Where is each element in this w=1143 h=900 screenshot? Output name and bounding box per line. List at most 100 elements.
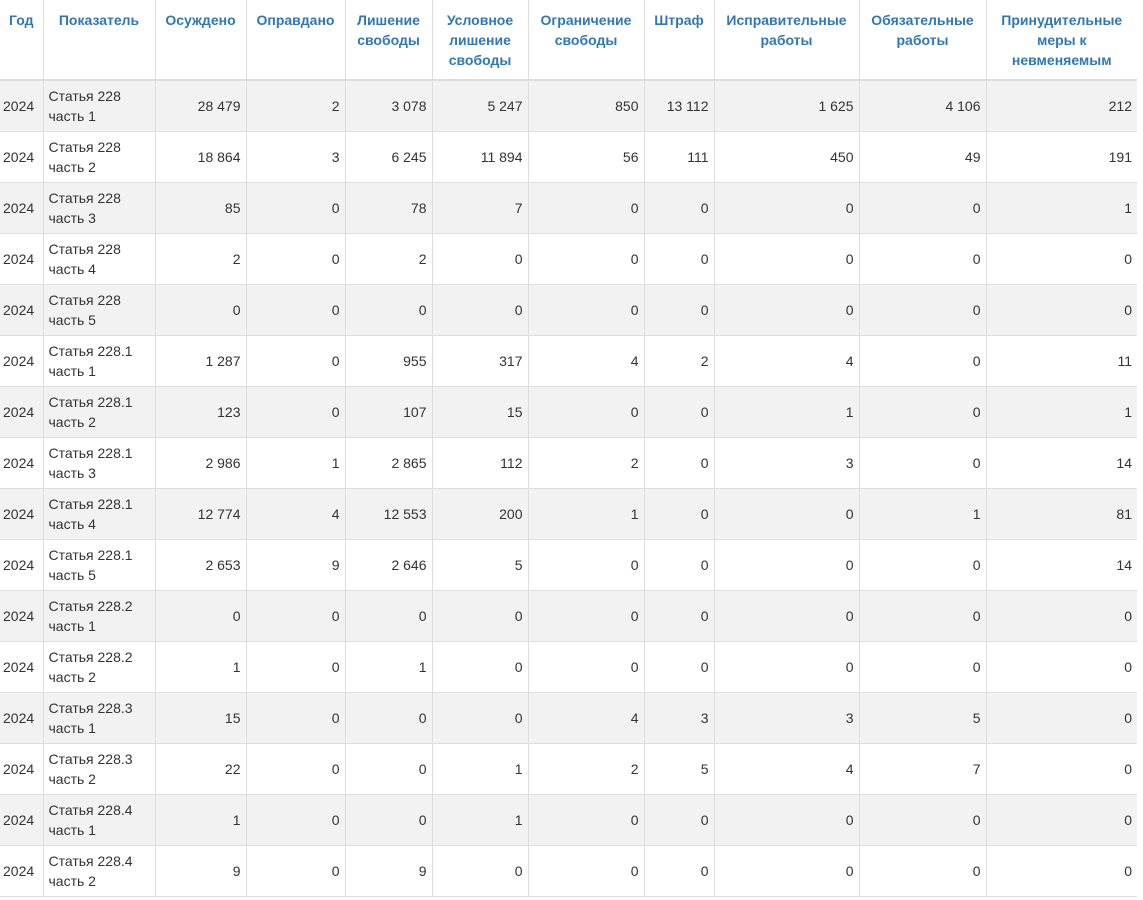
cell-indicator: Статья 228.3 часть 2 — [42, 743, 155, 795]
header-correctional[interactable]: Исправительные работы — [713, 0, 859, 81]
cell-correctional: 4 — [713, 743, 859, 795]
cell-restriction: 0 — [527, 641, 644, 693]
cell-deprivation: 6 245 — [344, 131, 432, 183]
cell-compulsory: 81 — [985, 488, 1137, 540]
cell-convicted: 2 986 — [154, 437, 246, 489]
cell-mandatory: 0 — [858, 233, 986, 285]
cell-conditional: 1 — [431, 794, 528, 846]
cell-deprivation: 0 — [344, 590, 432, 642]
cell-compulsory: 0 — [985, 233, 1137, 285]
cell-indicator: Статья 228 часть 1 — [42, 80, 155, 132]
cell-mandatory: 49 — [858, 131, 986, 183]
cell-correctional: 0 — [713, 488, 859, 540]
cell-restriction: 56 — [527, 131, 644, 183]
cell-restriction: 0 — [527, 794, 644, 846]
header-mandatory[interactable]: Обязательные работы — [858, 0, 986, 81]
header-indicator[interactable]: Показатель — [42, 0, 155, 81]
cell-year: 2024 — [0, 131, 43, 183]
cell-convicted: 0 — [154, 284, 246, 336]
header-year[interactable]: Год — [0, 0, 43, 81]
cell-correctional: 0 — [713, 641, 859, 693]
header-conditional[interactable]: Условное лишение свободы — [431, 0, 528, 81]
cell-convicted: 0 — [154, 590, 246, 642]
cell-compulsory: 0 — [985, 641, 1137, 693]
cell-indicator: Статья 228.4 часть 2 — [42, 845, 155, 897]
cell-mandatory: 4 106 — [858, 80, 986, 132]
cell-indicator: Статья 228.1 часть 1 — [42, 335, 155, 387]
cell-indicator: Статья 228.1 часть 3 — [42, 437, 155, 489]
cell-compulsory: 14 — [985, 539, 1137, 591]
cell-indicator: Статья 228.2 часть 2 — [42, 641, 155, 693]
cell-restriction: 0 — [527, 182, 644, 234]
cell-indicator: Статья 228.4 часть 1 — [42, 794, 155, 846]
header-convicted[interactable]: Осуждено — [154, 0, 246, 81]
cell-conditional: 1 — [431, 743, 528, 795]
cell-compulsory: 1 — [985, 182, 1137, 234]
cell-compulsory: 212 — [985, 80, 1137, 132]
cell-restriction: 0 — [527, 845, 644, 897]
cell-acquitted: 0 — [245, 743, 345, 795]
cell-deprivation: 1 — [344, 641, 432, 693]
table-body: 2024 Статья 228 часть 1 28 479 2 3 078 5 247 8… — [0, 80, 1137, 897]
cell-deprivation: 9 — [344, 845, 432, 897]
table-row: 2024 Статья 228.3 часть 2 22 0 0 1 2 5 4 7 0 — [0, 743, 1137, 795]
cell-mandatory: 0 — [858, 794, 986, 846]
cell-conditional: 0 — [431, 284, 528, 336]
header-restriction[interactable]: Ограничение свободы — [527, 0, 644, 81]
cell-compulsory: 191 — [985, 131, 1137, 183]
cell-year: 2024 — [0, 488, 43, 540]
header-deprivation[interactable]: Лишение свободы — [344, 0, 432, 81]
cell-fine: 0 — [643, 794, 714, 846]
header-compulsory[interactable]: Принудительные меры к невменяемым — [985, 0, 1137, 81]
cell-compulsory: 0 — [985, 845, 1137, 897]
cell-fine: 0 — [643, 437, 714, 489]
cell-compulsory: 0 — [985, 284, 1137, 336]
cell-mandatory: 0 — [858, 437, 986, 489]
cell-acquitted: 0 — [245, 794, 345, 846]
cell-conditional: 0 — [431, 233, 528, 285]
cell-restriction: 0 — [527, 539, 644, 591]
cell-acquitted: 0 — [245, 182, 345, 234]
cell-correctional: 0 — [713, 284, 859, 336]
cell-year: 2024 — [0, 386, 43, 438]
cell-year: 2024 — [0, 845, 43, 897]
cell-fine: 2 — [643, 335, 714, 387]
cell-conditional: 0 — [431, 641, 528, 693]
cell-convicted: 2 653 — [154, 539, 246, 591]
cell-restriction: 2 — [527, 437, 644, 489]
cell-mandatory: 0 — [858, 386, 986, 438]
cell-correctional: 0 — [713, 590, 859, 642]
table-row: 2024 Статья 228.3 часть 1 15 0 0 0 4 3 3 5 0 — [0, 692, 1137, 744]
cell-mandatory: 0 — [858, 539, 986, 591]
cell-correctional: 3 — [713, 692, 859, 744]
cell-compulsory: 1 — [985, 386, 1137, 438]
cell-indicator: Статья 228.1 часть 2 — [42, 386, 155, 438]
header-acquitted[interactable]: Оправдано — [245, 0, 345, 81]
header-fine[interactable]: Штраф — [643, 0, 714, 81]
cell-year: 2024 — [0, 743, 43, 795]
cell-acquitted: 0 — [245, 335, 345, 387]
cell-mandatory: 7 — [858, 743, 986, 795]
cell-fine: 0 — [643, 386, 714, 438]
cell-correctional: 0 — [713, 539, 859, 591]
cell-deprivation: 0 — [344, 743, 432, 795]
cell-acquitted: 0 — [245, 845, 345, 897]
cell-convicted: 15 — [154, 692, 246, 744]
cell-acquitted: 4 — [245, 488, 345, 540]
cell-deprivation: 12 553 — [344, 488, 432, 540]
cell-conditional: 11 894 — [431, 131, 528, 183]
cell-correctional: 1 — [713, 386, 859, 438]
cell-conditional: 317 — [431, 335, 528, 387]
cell-indicator: Статья 228 часть 5 — [42, 284, 155, 336]
cell-acquitted: 0 — [245, 692, 345, 744]
cell-indicator: Статья 228 часть 3 — [42, 182, 155, 234]
cell-fine: 3 — [643, 692, 714, 744]
cell-correctional: 4 — [713, 335, 859, 387]
cell-indicator: Статья 228.1 часть 5 — [42, 539, 155, 591]
cell-year: 2024 — [0, 539, 43, 591]
